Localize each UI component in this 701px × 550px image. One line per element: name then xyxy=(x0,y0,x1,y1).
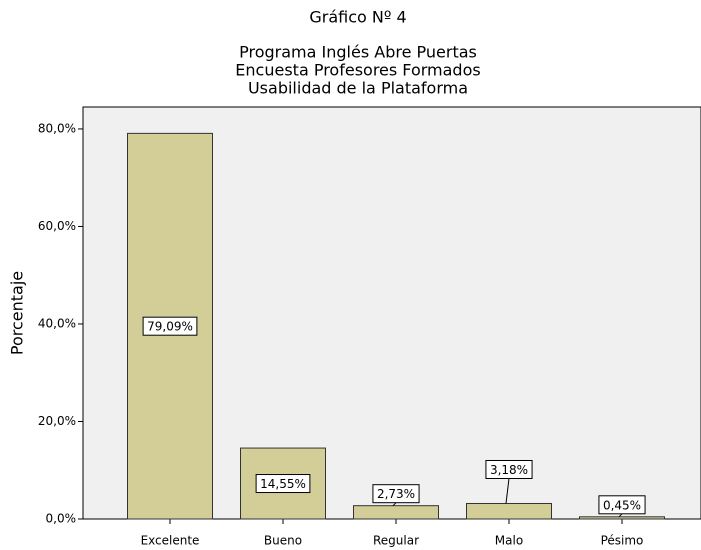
leader-line xyxy=(392,502,397,507)
chart-subtitle: Usabilidad de la Plataforma xyxy=(248,79,468,98)
leader-line xyxy=(505,478,510,504)
chart-subtitle: Encuesta Profesores Formados xyxy=(235,61,480,80)
y-axis-title: Porcentaje xyxy=(8,271,27,355)
x-tick-label: Malo xyxy=(495,534,523,548)
data-label: 0,45% xyxy=(603,498,641,512)
chart-subtitle: Programa Inglés Abre Puertas xyxy=(239,43,477,62)
data-label-box xyxy=(255,474,311,494)
leader-line xyxy=(618,513,623,518)
x-tick-label: Bueno xyxy=(264,534,302,548)
data-label: 14,55% xyxy=(260,477,306,491)
bar xyxy=(466,502,552,520)
y-tick-label: 20,0% xyxy=(38,414,76,428)
data-label: 3,18% xyxy=(490,463,528,477)
data-label: 2,73% xyxy=(377,487,415,501)
chart-title: Gráfico Nº 4 xyxy=(309,8,406,27)
x-tick-label: Pésimo xyxy=(601,534,644,548)
y-tick-label: 60,0% xyxy=(38,219,76,233)
x-tick-label: Regular xyxy=(373,534,419,548)
y-tick-label: 80,0% xyxy=(38,121,76,135)
x-tick-label: Excelente xyxy=(141,534,200,548)
y-tick-label: 0,0% xyxy=(46,512,77,526)
data-label-box xyxy=(142,316,198,336)
y-tick-label: 40,0% xyxy=(38,316,76,330)
bar xyxy=(353,505,439,520)
data-label: 79,09% xyxy=(147,320,193,334)
bar xyxy=(579,516,665,520)
